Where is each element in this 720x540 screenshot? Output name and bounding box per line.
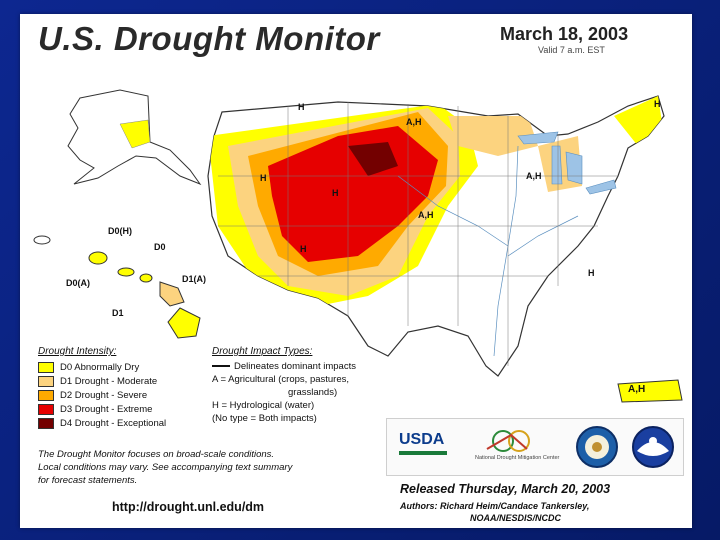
legend-label-d4: D4 Drought - Exceptional xyxy=(60,417,167,429)
legend-label-d2: D2 Drought - Severe xyxy=(60,389,148,401)
delineation-line-icon xyxy=(212,365,230,368)
label-hawaii-d0h: D0(H) xyxy=(108,226,132,236)
label-co-h: H xyxy=(300,244,307,254)
authors-line-2: NOAA/NESDIS/NCDC xyxy=(470,513,562,523)
north-d1-area xyxy=(448,116,538,156)
legend-label-d0: D0 Abnormally Dry xyxy=(60,361,140,373)
label-hawaii-d1a: D1(A) xyxy=(182,274,206,284)
website-url[interactable]: http://drought.unl.edu/dm xyxy=(112,500,265,514)
legend-heading: Drought Intensity: xyxy=(38,346,117,357)
usda-logo-bar xyxy=(399,451,447,455)
authors: Authors: Richard Heim/Candace Tankersley… xyxy=(400,500,589,524)
swatch-d4 xyxy=(38,417,54,429)
impact-text-1: Delineates dominant impacts xyxy=(234,361,356,372)
ndmc-logo-text: National Drought Mitigation Center xyxy=(475,455,560,461)
label-nc-h: H xyxy=(588,268,595,278)
swatch-d3 xyxy=(38,403,54,415)
swatch-d0 xyxy=(38,361,54,373)
label-pr-ah: A,H xyxy=(628,384,646,395)
label-ut-h: H xyxy=(332,188,339,198)
release-date: Released Thursday, March 20, 2003 xyxy=(400,482,611,496)
swatch-d2 xyxy=(38,389,54,401)
note-line-3: for forecast statements. xyxy=(38,475,138,486)
impact-text-5: (No type = Both impacts) xyxy=(212,413,317,424)
swatch-d1 xyxy=(38,375,54,387)
note-line-2: Local conditions may vary. See accompany… xyxy=(38,462,293,473)
impact-line-delineates: Delineates dominant impacts xyxy=(212,360,356,373)
agency-logos: USDA National Drought Mitigation Center xyxy=(386,418,684,476)
state-borders xyxy=(218,102,618,366)
valid-time: Valid 7 a.m. EST xyxy=(538,45,605,55)
impact-text-4: H = Hydrological (water) xyxy=(212,400,315,411)
label-wy-h: H xyxy=(260,173,267,183)
legend-label-d3: D3 Drought - Extreme xyxy=(60,403,153,415)
conus-drought-map xyxy=(207,95,665,377)
hawaii-map xyxy=(33,235,201,339)
legend-label-d1: D1 Drought - Moderate xyxy=(60,375,158,387)
label-nd-ah: A,H xyxy=(406,117,422,127)
authors-line-1: Authors: Richard Heim/Candace Tankersley… xyxy=(400,501,590,511)
ndmc-logo xyxy=(486,430,530,452)
d4-area xyxy=(348,142,398,176)
alaska-map xyxy=(67,89,202,186)
usda-logo: USDA xyxy=(399,431,445,448)
legend-item-d2: D2 Drought - Severe xyxy=(38,388,166,402)
doc-seal-logo xyxy=(576,426,618,468)
legend-item-d1: D1 Drought - Moderate xyxy=(38,374,166,388)
label-hawaii-d0a: D0(A) xyxy=(66,278,90,288)
puerto-rico-map xyxy=(617,379,683,403)
map-date: March 18, 2003 xyxy=(500,24,629,44)
label-ne-ah: A,H xyxy=(418,210,434,220)
legend-item-d4: D4 Drought - Exceptional xyxy=(38,416,166,430)
label-hawaii-d0: D0 xyxy=(154,242,166,252)
legend-item-d0: D0 Abnormally Dry xyxy=(38,360,166,374)
noaa-logo xyxy=(632,426,674,468)
label-mi-ah: A,H xyxy=(526,171,542,181)
impacts-list: Delineates dominant impacts A = Agricult… xyxy=(212,360,356,425)
note-line-1: The Drought Monitor focuses on broad-sca… xyxy=(38,449,275,460)
drought-monitor-card: U.S. Drought Monitor March 18, 2003 Vali… xyxy=(20,14,692,528)
label-hawaii-d1: D1 xyxy=(112,308,124,318)
impact-text-3: grasslands) xyxy=(288,387,338,398)
legend: D0 Abnormally Dry D1 Drought - Moderate … xyxy=(38,360,166,430)
label-me-h: H xyxy=(654,99,661,109)
impacts-heading: Drought Impact Types: xyxy=(212,346,313,357)
disclaimer-note: The Drought Monitor focuses on broad-sca… xyxy=(38,448,292,487)
page-title: U.S. Drought Monitor xyxy=(38,20,380,57)
label-nw-h: H xyxy=(298,102,305,112)
impact-text-2: A = Agricultural (crops, pastures, xyxy=(212,374,350,385)
legend-item-d3: D3 Drought - Extreme xyxy=(38,402,166,416)
se-d0-area xyxy=(578,256,618,298)
